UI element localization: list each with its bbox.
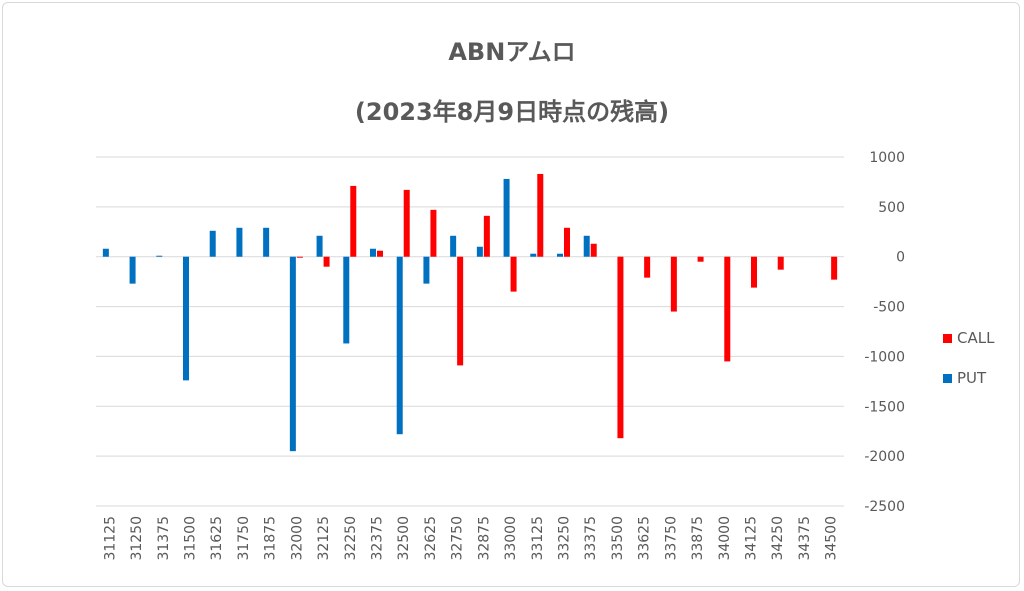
bar-put — [503, 178, 510, 257]
y-tick-label: -2500 — [864, 499, 905, 515]
y-tick-label: -2000 — [864, 449, 905, 465]
bar-call — [697, 256, 704, 262]
bar-put — [236, 227, 243, 257]
bar-call — [430, 209, 437, 257]
bar-put — [263, 227, 270, 257]
bar-call — [296, 256, 303, 258]
x-tick-label: 33375 — [583, 516, 599, 561]
x-tick-label: 33500 — [610, 516, 626, 561]
bar-put — [476, 246, 483, 257]
bar-put — [530, 253, 537, 257]
bar-put — [316, 235, 323, 257]
y-tick-label: -1000 — [864, 349, 905, 365]
x-tick-label: 31125 — [102, 516, 118, 561]
bar-put — [102, 248, 109, 257]
y-tick-label: 500 — [878, 200, 905, 216]
x-tick-label: 32375 — [370, 516, 386, 561]
bar-call — [350, 185, 357, 257]
bar-call — [724, 256, 731, 362]
x-tick-label: 33750 — [663, 516, 679, 561]
y-tick-label: 0 — [896, 250, 905, 266]
bar-call — [564, 227, 570, 257]
x-tick-label: 31250 — [129, 516, 145, 561]
bar-put — [557, 253, 563, 257]
x-tick-label: 32250 — [343, 516, 359, 561]
bar-call — [670, 256, 677, 312]
x-tick-label: 34000 — [717, 516, 733, 561]
y-tick-label: 1000 — [869, 150, 905, 166]
x-tick-label: 34250 — [770, 516, 786, 561]
x-tick-label: 31375 — [156, 516, 172, 561]
x-tick-label: 33875 — [690, 516, 706, 561]
x-tick-label: 33625 — [637, 516, 653, 561]
legend-swatch-put — [943, 374, 952, 383]
bar-call — [617, 256, 624, 439]
bar-put — [209, 230, 216, 257]
x-tick-label: 31500 — [183, 516, 199, 561]
y-tick-label: -1500 — [864, 399, 905, 415]
bar-call — [590, 243, 597, 257]
bar-call — [510, 256, 517, 292]
legend-label-put: PUT — [957, 369, 987, 387]
chart-subtitle: (2023年8月9日時点の残高) — [354, 98, 670, 126]
bar-call — [377, 250, 383, 257]
x-tick-label: 32875 — [476, 516, 492, 561]
bar-call — [831, 256, 838, 280]
bar-put — [129, 256, 136, 284]
x-tick-label: 34375 — [797, 516, 813, 561]
x-tick-label: 33000 — [503, 516, 519, 561]
x-tick-label: 32625 — [423, 516, 439, 561]
x-tick-label: 32750 — [450, 516, 466, 561]
bar-put — [423, 256, 430, 284]
bar-call — [777, 256, 784, 270]
y-tick-label: -500 — [873, 300, 905, 316]
x-tick-label: 34500 — [824, 516, 840, 561]
bar-call — [537, 173, 544, 257]
bar-put — [156, 255, 163, 257]
bar-put — [370, 248, 376, 257]
x-tick-label: 33250 — [557, 516, 573, 561]
bar-call — [644, 256, 651, 278]
bar-put — [583, 235, 590, 257]
bar-put — [343, 256, 350, 344]
x-tick-label: 31625 — [209, 516, 225, 561]
bar-call — [751, 256, 757, 288]
x-tick-label: 34125 — [744, 516, 760, 561]
chart-title: ABNアムロ — [448, 38, 576, 66]
x-tick-label: 33125 — [530, 516, 546, 561]
bar-put — [450, 235, 457, 257]
bar-put — [396, 256, 403, 435]
bar-put — [183, 256, 189, 381]
bar-put — [289, 256, 296, 452]
x-tick-label: 31875 — [263, 516, 279, 561]
x-tick-label: 32500 — [396, 516, 412, 561]
bar-call — [457, 256, 464, 366]
bar-call — [483, 215, 490, 257]
x-tick-label: 32125 — [316, 516, 332, 561]
x-tick-label: 32000 — [289, 516, 305, 561]
bar-call — [323, 256, 330, 267]
legend-label-call: CALL — [957, 329, 995, 347]
legend-swatch-call — [943, 334, 952, 343]
x-tick-label: 31750 — [236, 516, 252, 561]
bar-call — [403, 189, 410, 257]
